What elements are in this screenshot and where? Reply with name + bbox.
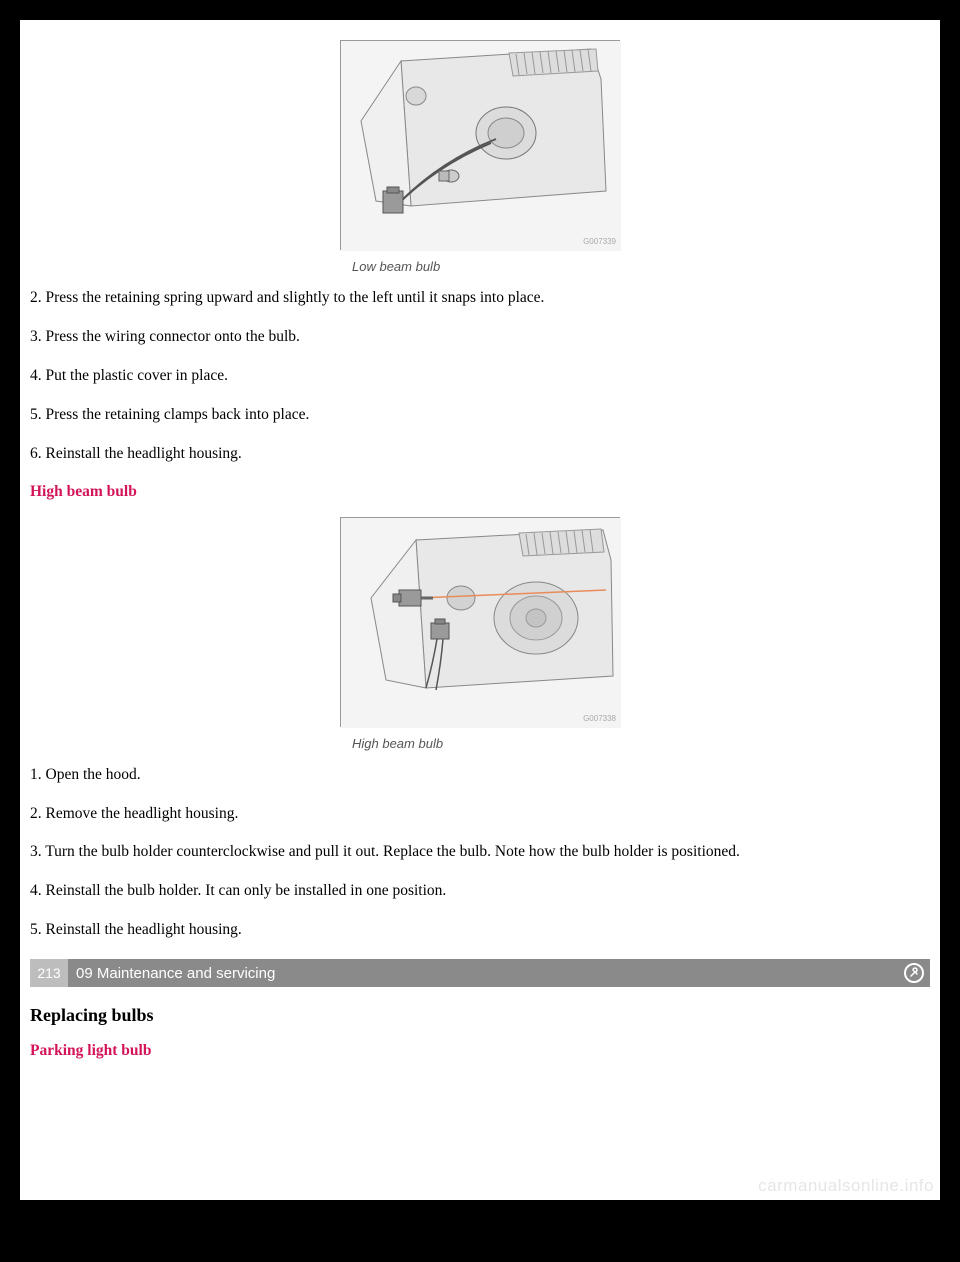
heading-high-beam: High beam bulb bbox=[30, 483, 930, 501]
step-a3: 3. Press the wiring connector onto the b… bbox=[30, 327, 930, 348]
step-b4: 4. Reinstall the bulb holder. It can onl… bbox=[30, 881, 930, 902]
step-b5: 5. Reinstall the headlight housing. bbox=[30, 920, 930, 941]
page-number: 213 bbox=[30, 959, 68, 987]
figure-low-beam: G007339 Low beam bulb bbox=[30, 40, 930, 274]
section-title: 09 Maintenance and servicing bbox=[68, 959, 898, 987]
low-beam-svg bbox=[341, 41, 621, 251]
figure1-caption: Low beam bulb bbox=[352, 259, 930, 274]
low-beam-illustration: G007339 bbox=[340, 40, 620, 250]
heading-parking-light: Parking light bulb bbox=[30, 1042, 930, 1060]
high-beam-svg bbox=[341, 518, 621, 728]
step-b3: 3. Turn the bulb holder counterclockwise… bbox=[30, 842, 930, 863]
wrench-icon bbox=[898, 959, 930, 987]
figure2-caption: High beam bulb bbox=[352, 736, 930, 751]
page: G007339 Low beam bulb 2. Press the retai… bbox=[20, 20, 940, 1200]
heading-replacing-bulbs: Replacing bulbs bbox=[30, 1005, 930, 1026]
step-a2: 2. Press the retaining spring upward and… bbox=[30, 288, 930, 309]
watermark: carmanualsonline.info bbox=[758, 1176, 934, 1196]
high-beam-illustration: G007338 bbox=[340, 517, 620, 727]
section-bar: 213 09 Maintenance and servicing bbox=[30, 959, 930, 987]
step-b2: 2. Remove the headlight housing. bbox=[30, 804, 930, 825]
figure2-code: G007338 bbox=[583, 714, 616, 723]
figure-high-beam: G007338 High beam bulb bbox=[30, 517, 930, 751]
step-a4: 4. Put the plastic cover in place. bbox=[30, 366, 930, 387]
step-b1: 1. Open the hood. bbox=[30, 765, 930, 786]
step-a5: 5. Press the retaining clamps back into … bbox=[30, 405, 930, 426]
content-area: G007339 Low beam bulb 2. Press the retai… bbox=[20, 40, 940, 1060]
step-a6: 6. Reinstall the headlight housing. bbox=[30, 444, 930, 465]
figure1-code: G007339 bbox=[583, 237, 616, 246]
